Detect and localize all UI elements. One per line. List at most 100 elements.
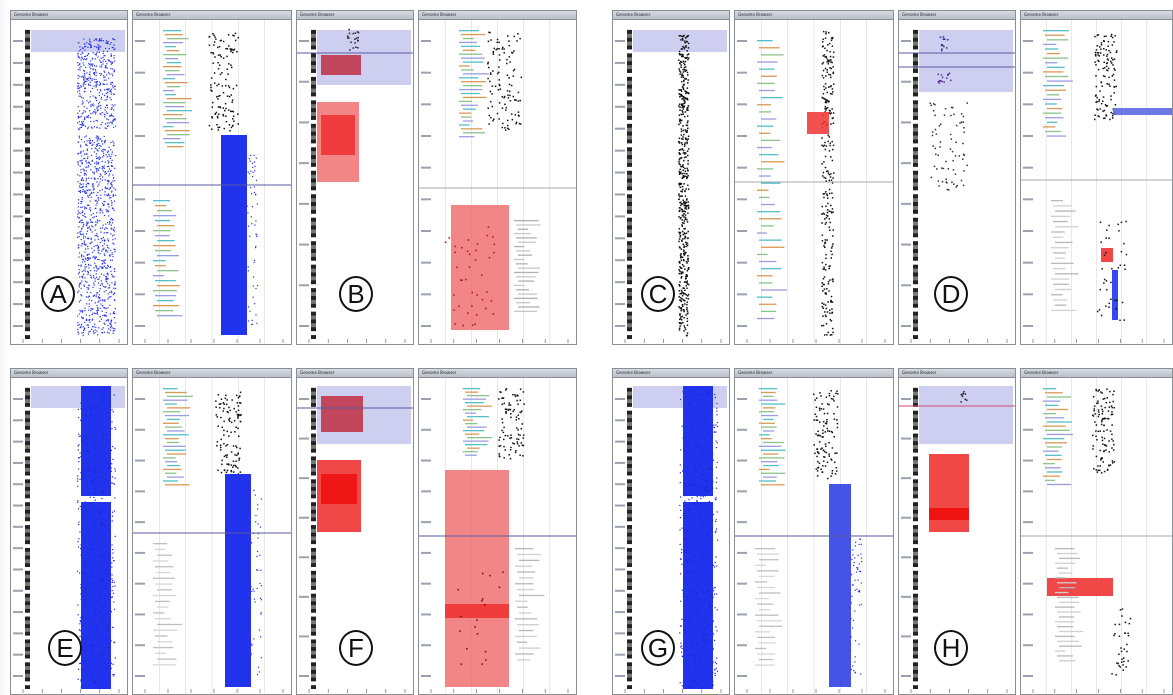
- plot-area[interactable]: [613, 378, 729, 695]
- data-point: [101, 401, 103, 403]
- window-title-bar[interactable]: Genome Browser: [11, 11, 127, 20]
- data-point: [106, 276, 108, 278]
- data-point: [825, 315, 827, 318]
- plot-area[interactable]: [11, 378, 127, 695]
- gene-annotation: [157, 300, 174, 302]
- data-point: [92, 481, 94, 483]
- data-point: [100, 46, 102, 48]
- data-point: [91, 221, 93, 223]
- data-point: [712, 681, 714, 683]
- window-title-bar[interactable]: Genome Browser: [297, 11, 413, 20]
- data-point: [92, 183, 94, 185]
- panel-b-chromosome-view[interactable]: Genome Browser: [418, 10, 577, 345]
- panel-g-chromosome-view[interactable]: Genome Browser: [734, 368, 894, 695]
- plot-area[interactable]: [419, 20, 576, 345]
- data-point: [824, 241, 827, 244]
- panel-f-chromosome-view[interactable]: Genome Browser: [418, 368, 577, 695]
- data-point: [1100, 102, 1103, 105]
- window-title-bar[interactable]: Genome Browser: [613, 11, 729, 20]
- data-point: [106, 642, 108, 645]
- axis-tick-label: [1023, 103, 1033, 106]
- data-point: [821, 305, 824, 308]
- axis-tick-label: [615, 398, 625, 400]
- window-title-bar[interactable]: Genome Browser: [11, 369, 127, 378]
- window-title-bar[interactable]: Genome Browser: [735, 11, 893, 20]
- data-point: [97, 250, 99, 252]
- data-point: [88, 189, 90, 191]
- window-title-bar[interactable]: Genome Browser: [419, 369, 576, 378]
- data-point: [77, 324, 79, 327]
- data-point: [97, 637, 100, 639]
- data-point: [685, 69, 688, 71]
- chromosome-band-segment: [25, 104, 30, 109]
- plot-area[interactable]: [297, 378, 413, 695]
- data-point: [105, 188, 108, 190]
- data-point: [825, 293, 828, 295]
- chromosome-band-segment: [627, 521, 632, 526]
- data-point: [101, 250, 103, 252]
- plot-area[interactable]: [297, 20, 413, 345]
- data-point: [821, 41, 824, 43]
- data-point: [260, 585, 262, 587]
- plot-area[interactable]: [133, 378, 291, 695]
- axis-tick-label: [421, 293, 431, 296]
- panel-b-genome-view[interactable]: Genome Browser: [296, 10, 414, 345]
- gene-annotation: [165, 118, 187, 120]
- data-point: [83, 572, 85, 574]
- panel-d-chromosome-view[interactable]: Genome Browser: [1020, 10, 1173, 345]
- panel-e-chromosome-view[interactable]: Genome Browser: [132, 368, 292, 695]
- data-point: [715, 497, 717, 499]
- data-point: [80, 238, 82, 241]
- data-point: [679, 267, 682, 269]
- window-title-bar[interactable]: Genome Browser: [133, 369, 291, 378]
- data-point: [679, 62, 681, 64]
- data-point: [822, 145, 825, 147]
- data-point: [91, 160, 93, 162]
- data-point: [685, 275, 687, 278]
- plot-area[interactable]: [613, 20, 729, 345]
- data-point: [82, 258, 84, 260]
- data-point: [684, 96, 686, 99]
- plot-area[interactable]: [133, 20, 291, 345]
- window-title-bar[interactable]: Genome Browser: [297, 369, 413, 378]
- data-point: [517, 433, 520, 436]
- window-title-bar[interactable]: Genome Browser: [1021, 11, 1172, 20]
- selection-red-mark: [321, 396, 363, 432]
- data-point: [685, 648, 687, 651]
- panel-d-genome-view[interactable]: Genome Browser: [898, 10, 1016, 345]
- panel-c-chromosome-view[interactable]: Genome Browser: [734, 10, 894, 345]
- data-point: [84, 111, 87, 113]
- axis-tick-label: [13, 171, 23, 174]
- data-point: [93, 245, 95, 248]
- data-point: [106, 281, 108, 283]
- window-title-bar[interactable]: Genome Browser: [419, 11, 576, 20]
- panel-a-genome-view[interactable]: Genome Browser: [10, 10, 128, 345]
- panel-e-genome-view[interactable]: Genome Browser: [10, 368, 128, 695]
- data-point: [501, 96, 504, 98]
- plot-area[interactable]: [899, 20, 1015, 345]
- plot-area[interactable]: [1021, 20, 1172, 345]
- data-point: [684, 137, 687, 139]
- data-point: [697, 574, 699, 576]
- panel-c-genome-view[interactable]: Genome Browser: [612, 10, 730, 345]
- data-point: [698, 658, 700, 661]
- plot-area[interactable]: [419, 378, 576, 695]
- plot-area[interactable]: [735, 378, 893, 695]
- data-point: [496, 41, 499, 44]
- data-point: [84, 277, 86, 279]
- data-point: [823, 161, 825, 163]
- data-point: [828, 229, 831, 231]
- window-title-bar[interactable]: Genome Browser: [735, 369, 893, 378]
- data-point: [706, 589, 708, 591]
- plot-area[interactable]: [11, 20, 127, 345]
- data-point: [107, 647, 109, 649]
- data-point: [830, 39, 833, 42]
- data-point: [82, 225, 84, 227]
- plot-area[interactable]: [735, 20, 893, 345]
- window-title-bar[interactable]: Genome Browser: [899, 11, 1015, 20]
- panel-a-chromosome-view[interactable]: Genome Browser: [132, 10, 292, 345]
- data-point: [687, 34, 690, 37]
- window-title-bar[interactable]: Genome Browser: [613, 369, 729, 378]
- window-title-bar[interactable]: Genome Browser: [133, 11, 291, 20]
- data-point: [103, 662, 105, 665]
